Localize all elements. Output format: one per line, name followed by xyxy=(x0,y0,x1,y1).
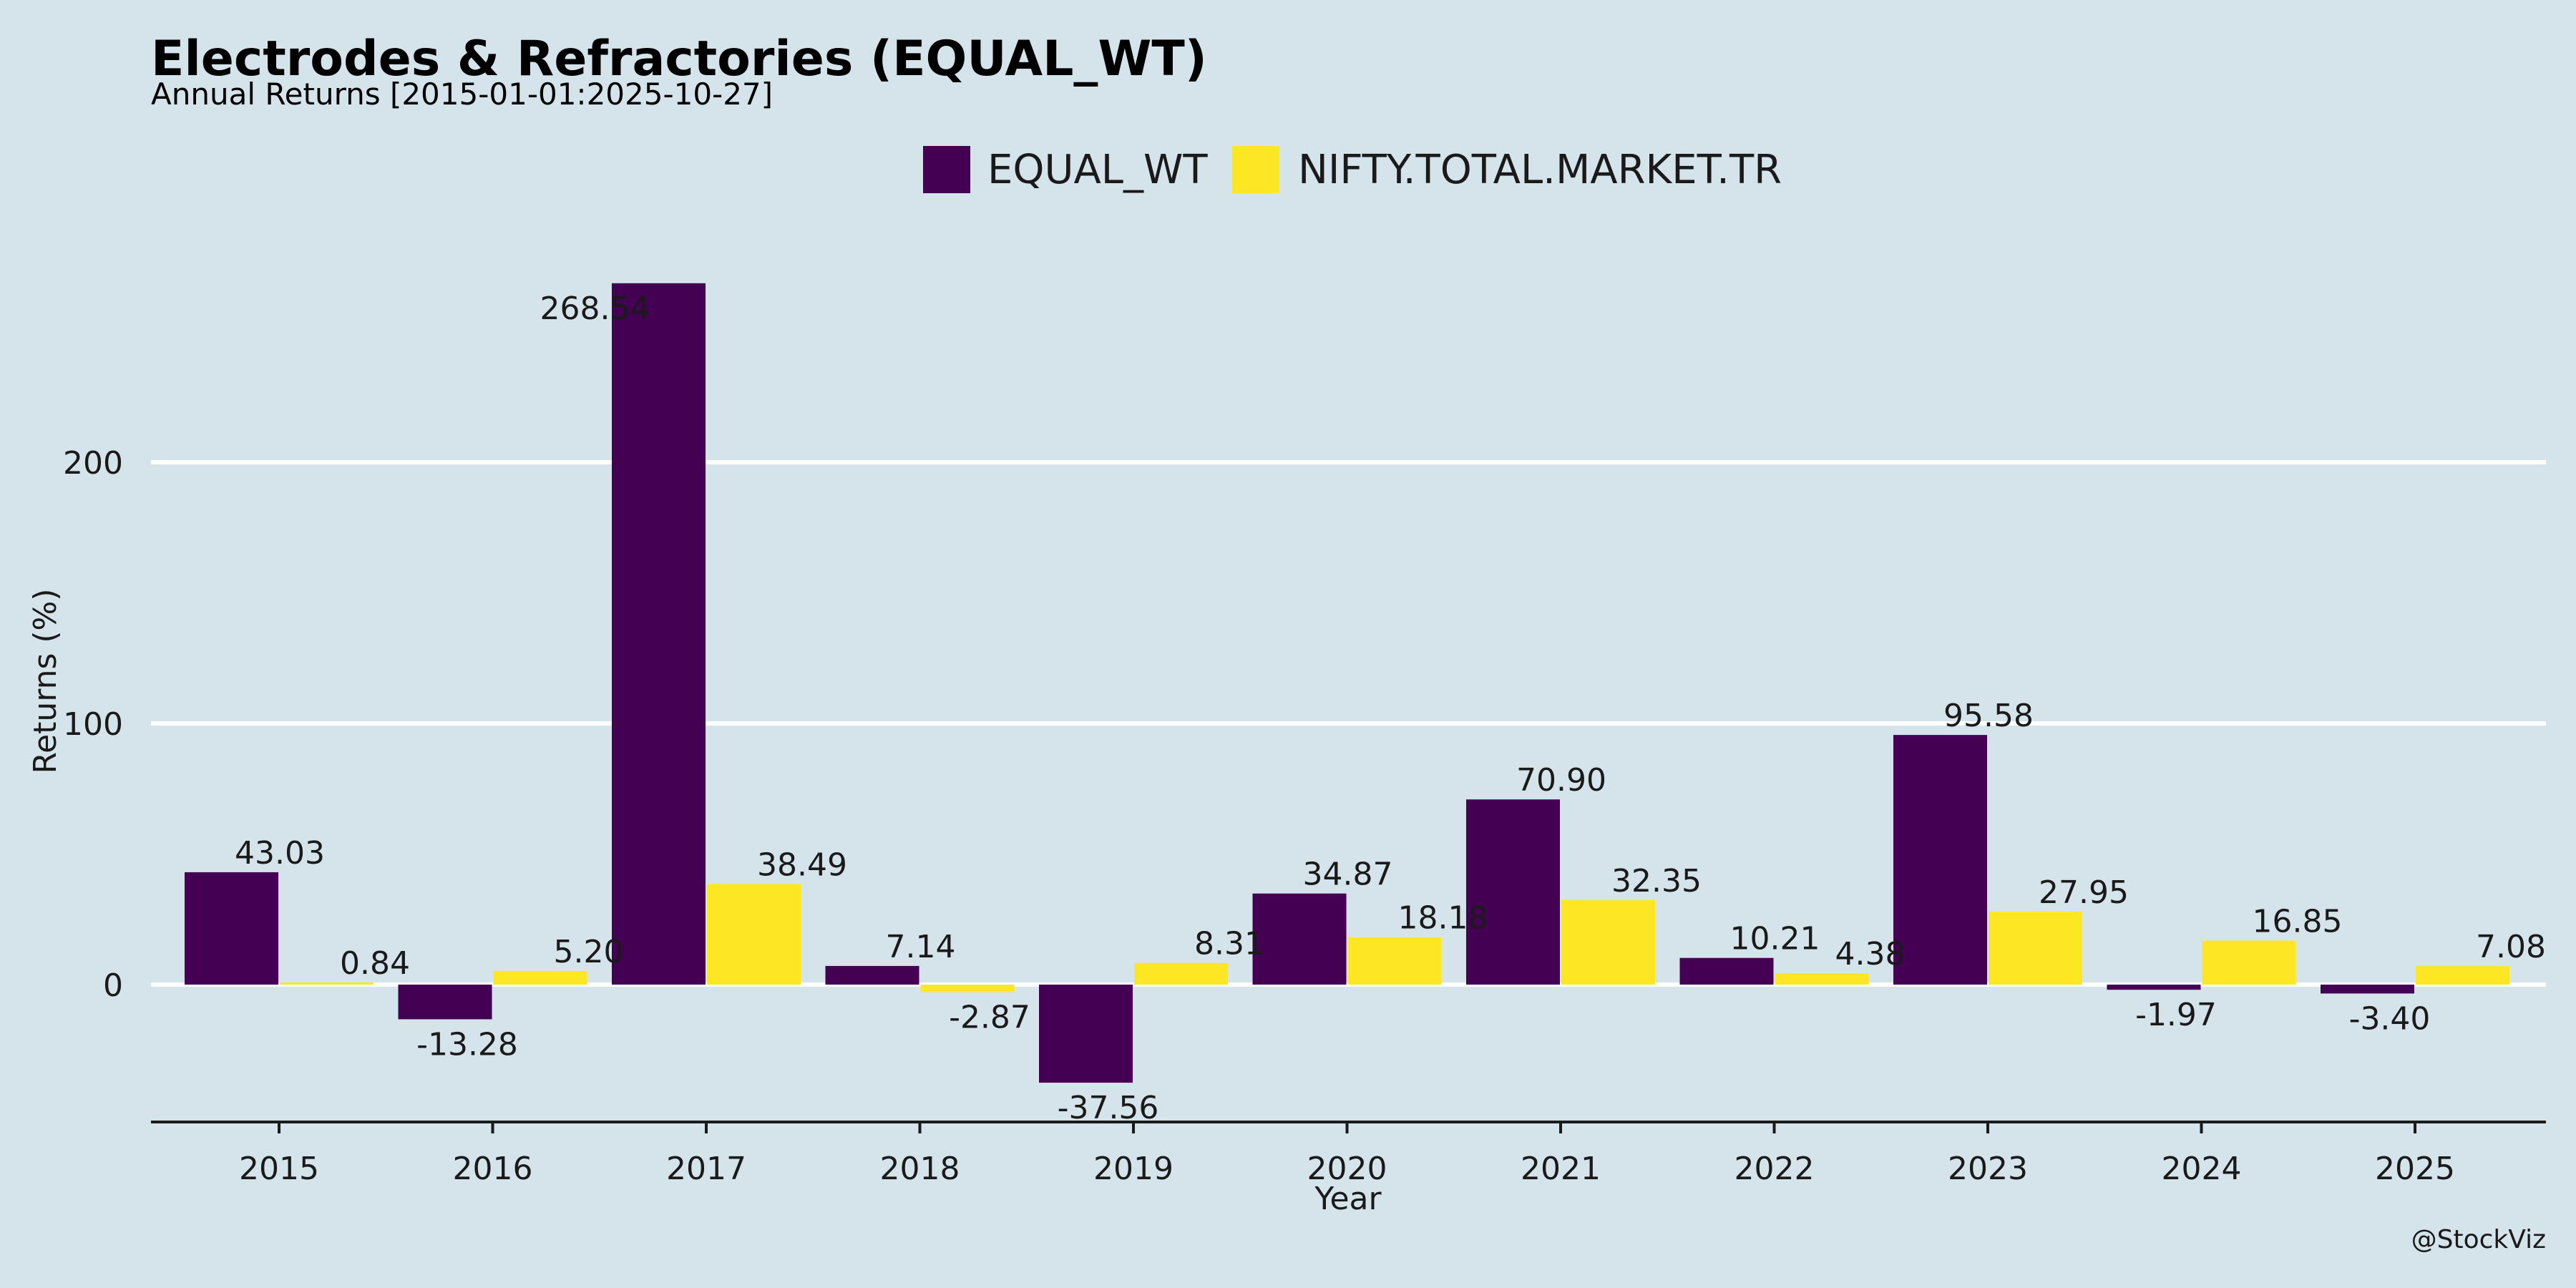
x-tick-label-2016: 2016 xyxy=(453,1151,533,1187)
credit-text: @StockViz xyxy=(2411,1225,2546,1254)
data-label-nifty-2021: 32.35 xyxy=(1611,863,1702,899)
bar-nifty-2022 xyxy=(1775,973,1869,985)
data-label-equal-wt-2022: 10.21 xyxy=(1730,921,1820,957)
bar-equal-wt-2016 xyxy=(398,985,492,1020)
x-tick-label-2019: 2019 xyxy=(1093,1151,1174,1187)
data-label-nifty-2022: 4.38 xyxy=(1835,936,1906,972)
x-tick-label-2024: 2024 xyxy=(2162,1151,2242,1187)
data-label-equal-wt-2018: 7.14 xyxy=(886,929,956,965)
bar-equal-wt-2017 xyxy=(612,283,706,985)
bar-nifty-2021 xyxy=(1561,899,1655,985)
chart-title: Electrodes & Refractories (EQUAL_WT) xyxy=(151,31,1207,87)
data-label-nifty-2017: 38.49 xyxy=(757,847,847,884)
x-tick-label-2025: 2025 xyxy=(2375,1151,2455,1187)
bar-nifty-2018 xyxy=(920,985,1015,992)
x-axis: 2015 2016 2017 2018 2019 2020 2021 2022 2023 2024… xyxy=(151,1121,2546,1187)
x-tick-label-2021: 2021 xyxy=(1521,1151,1601,1187)
data-label-equal-wt-2023: 95.58 xyxy=(1943,698,2034,734)
data-label-nifty-2024: 16.85 xyxy=(2253,903,2343,940)
data-label-equal-wt-2021: 70.90 xyxy=(1516,762,1606,799)
x-tick-label-2015: 2015 xyxy=(239,1151,319,1187)
data-label-nifty-2025: 7.08 xyxy=(2476,929,2546,965)
bar-equal-wt-2018 xyxy=(825,965,919,985)
bar-equal-wt-2022 xyxy=(1679,957,1774,985)
bar-nifty-2017 xyxy=(707,884,801,985)
data-label-equal-wt-2025: -3.40 xyxy=(2349,1000,2431,1037)
gridlines xyxy=(151,460,2546,987)
data-label-nifty-2019: 8.31 xyxy=(1194,926,1264,962)
legend-swatch-nifty xyxy=(1232,146,1279,193)
bar-equal-wt-2024 xyxy=(2107,985,2201,990)
data-label-nifty-2018: -2.87 xyxy=(949,999,1030,1035)
bar-equal-wt-2025 xyxy=(2321,985,2414,994)
legend-swatch-equal-wt xyxy=(923,146,970,193)
bar-nifty-2025 xyxy=(2416,966,2509,985)
data-label-nifty-2015: 0.84 xyxy=(340,945,410,982)
data-label-equal-wt-2020: 34.87 xyxy=(1303,857,1393,893)
bar-nifty-2016 xyxy=(493,971,587,985)
bar-nifty-2023 xyxy=(1989,911,2082,985)
data-label-equal-wt-2024: -1.97 xyxy=(2135,997,2217,1033)
bar-nifty-2024 xyxy=(2202,940,2296,985)
data-label-nifty-2020: 18.18 xyxy=(1398,900,1488,937)
bar-nifty-2020 xyxy=(1347,937,1442,985)
y-tick-label-100: 100 xyxy=(63,706,123,743)
data-labels: 43.03 0.84 -13.28 5.20 268.54 38.49 7.14 -2.87 -… xyxy=(235,291,2546,1126)
x-tick-label-2020: 2020 xyxy=(1307,1151,1387,1187)
legend-label-nifty: NIFTY.TOTAL.MARKET.TR xyxy=(1298,147,1782,193)
chart-subtitle: Annual Returns [2015-01-01:2025-10-27] xyxy=(151,77,773,112)
bar-equal-wt-2023 xyxy=(1893,735,1987,985)
legend-label-equal-wt: EQUAL_WT xyxy=(987,147,1208,193)
bar-equal-wt-2020 xyxy=(1252,893,1347,985)
data-label-equal-wt-2016: -13.28 xyxy=(416,1026,518,1063)
bar-equal-wt-2015 xyxy=(185,872,278,985)
data-label-equal-wt-2017: 268.54 xyxy=(540,291,650,327)
y-tick-label-200: 200 xyxy=(63,445,123,482)
x-tick-label-2018: 2018 xyxy=(880,1151,960,1187)
bars xyxy=(185,283,2509,1083)
bar-equal-wt-2019 xyxy=(1039,985,1133,1083)
x-tick-label-2017: 2017 xyxy=(666,1151,746,1187)
x-tick-label-2022: 2022 xyxy=(1735,1151,1815,1187)
y-axis-ticks: 0 100 200 xyxy=(63,445,123,1004)
y-axis-label: Returns (%) xyxy=(27,588,64,774)
y-tick-label-0: 0 xyxy=(103,967,123,1004)
data-label-nifty-2023: 27.95 xyxy=(2039,874,2129,911)
x-tick-label-2023: 2023 xyxy=(1948,1151,2028,1187)
bar-nifty-2015 xyxy=(280,982,374,985)
bar-equal-wt-2021 xyxy=(1466,799,1560,985)
x-axis-label: Year xyxy=(1314,1181,1382,1217)
data-label-equal-wt-2015: 43.03 xyxy=(235,835,325,872)
data-label-nifty-2016: 5.20 xyxy=(554,934,624,970)
bar-nifty-2019 xyxy=(1134,962,1228,985)
data-label-equal-wt-2019: -37.56 xyxy=(1058,1090,1159,1126)
legend: EQUAL_WT NIFTY.TOTAL.MARKET.TR xyxy=(923,146,1782,193)
